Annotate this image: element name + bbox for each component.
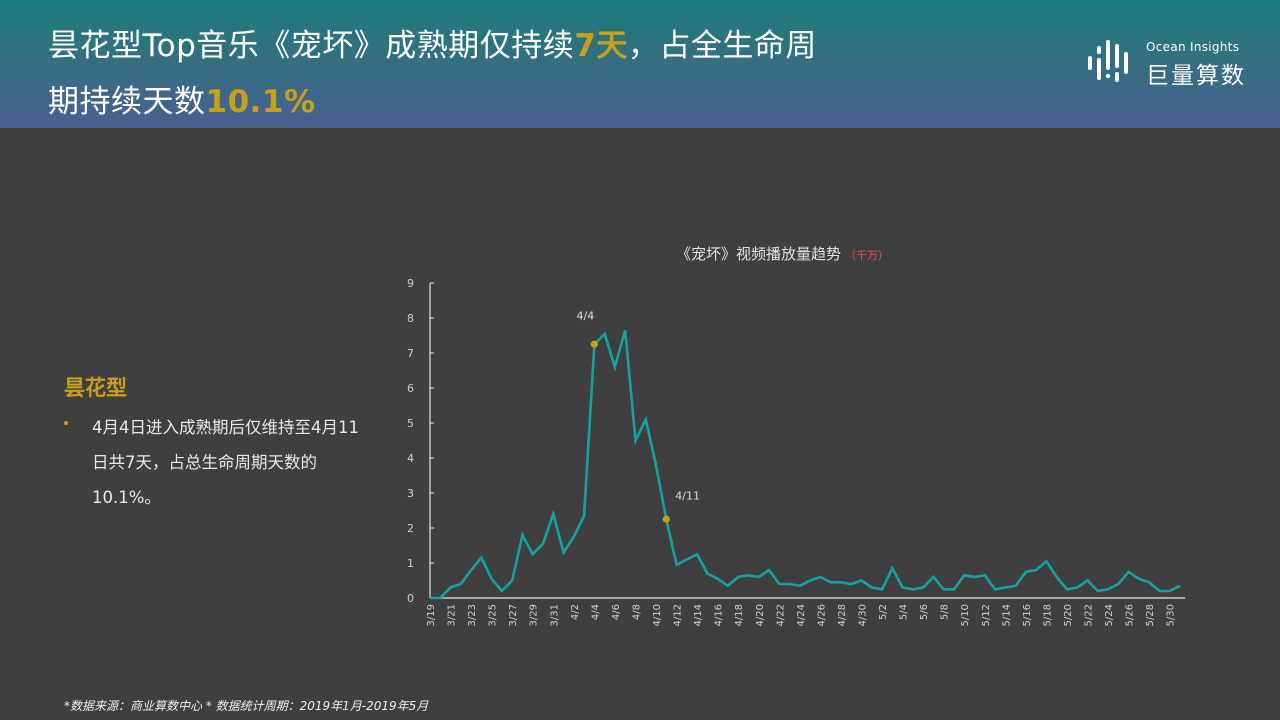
data-source-footnote: *数据来源：商业算数中心 * 数据统计周期：2019年1月-2019年5月 <box>64 699 429 713</box>
y-tick-label: 0 <box>407 592 414 605</box>
x-tick-label: 4/2 <box>570 604 581 620</box>
x-tick-label: 3/27 <box>508 604 519 626</box>
y-tick-label: 7 <box>407 347 414 360</box>
x-tick-label: 5/18 <box>1042 604 1053 626</box>
x-tick-label: 3/31 <box>549 604 560 626</box>
logo-chinese-text: 巨量算数 <box>1146 63 1246 89</box>
description-text: 4月4日进入成熟期后仅维持至4月11日共7天，占总生命周期天数的10.1%。 <box>92 418 359 507</box>
annotation-marker <box>590 340 598 348</box>
y-tick-label: 3 <box>407 487 414 500</box>
x-tick-label: 5/30 <box>1166 604 1177 626</box>
x-tick-label: 4/6 <box>611 604 622 620</box>
x-tick-label: 4/20 <box>755 604 766 626</box>
title-text: 期持续天数 <box>48 84 206 120</box>
x-tick-label: 5/2 <box>878 604 889 620</box>
x-tick-label: 4/8 <box>631 604 642 620</box>
x-tick-label: 4/24 <box>796 604 807 626</box>
y-tick-label: 4 <box>407 452 414 465</box>
x-tick-label: 4/28 <box>837 604 848 626</box>
x-tick-label: 5/6 <box>919 604 930 620</box>
x-tick-label: 4/16 <box>714 604 725 626</box>
x-tick-label: 5/8 <box>940 604 951 620</box>
x-tick-label: 5/12 <box>981 604 992 626</box>
y-tick-label: 8 <box>407 312 414 325</box>
x-tick-label: 5/26 <box>1125 604 1136 626</box>
x-tick-label: 4/12 <box>673 604 684 626</box>
y-tick-label: 9 <box>407 277 414 290</box>
title-highlight-days: 7天 <box>574 28 628 64</box>
x-tick-label: 3/23 <box>467 604 478 626</box>
x-tick-label: 4/18 <box>734 604 745 626</box>
bullet-dot-icon <box>64 421 68 425</box>
ocean-insights-logo-icon <box>1088 40 1128 82</box>
title-text: ，占全生命周 <box>627 28 817 64</box>
annotation-label: 4/11 <box>675 489 700 502</box>
y-tick-label: 2 <box>407 522 414 535</box>
header-banner: 昙花型Top音乐《宠坏》成熟期仅持续7天，占全生命周 期持续天数10.1% Oc… <box>0 0 1280 128</box>
x-tick-label: 5/14 <box>1001 604 1012 626</box>
x-tick-label: 3/25 <box>488 604 499 626</box>
data-line <box>430 329 1181 600</box>
page-title: 昙花型Top音乐《宠坏》成熟期仅持续7天，占全生命周 期持续天数10.1% <box>48 18 817 130</box>
x-tick-label: 5/22 <box>1084 604 1095 626</box>
logo-english-text: Ocean Insights <box>1146 40 1240 54</box>
x-tick-label: 4/4 <box>590 604 601 620</box>
chart-title-text: 《宠坏》视频播放量趋势 <box>676 245 842 263</box>
y-tick-label: 1 <box>407 557 414 570</box>
annotation-marker <box>662 515 670 523</box>
x-tick-label: 5/16 <box>1022 604 1033 626</box>
x-tick-label: 5/24 <box>1104 604 1115 626</box>
x-tick-label: 4/10 <box>652 604 663 626</box>
x-tick-label: 4/22 <box>775 604 786 626</box>
x-tick-label: 4/30 <box>858 604 869 626</box>
x-tick-label: 5/10 <box>960 604 971 626</box>
y-tick-label: 6 <box>407 382 414 395</box>
annotation-label: 4/4 <box>577 309 595 322</box>
chart-title: 《宠坏》视频播放量趋势 （千万） <box>676 243 889 264</box>
chart-unit: （千万） <box>845 249 890 262</box>
line-chart: 0 1 2 3 4 5 6 7 8 9 3/19 3/21 3/23 3/25 3/27 3/29 3/31 4/… <box>407 277 1185 626</box>
category-heading: 昙花型 <box>64 376 127 400</box>
x-tick-label: 3/21 <box>447 604 458 626</box>
x-tick-label: 5/4 <box>899 604 910 620</box>
x-tick-label: 3/29 <box>529 604 540 626</box>
x-tick-label: 5/28 <box>1145 604 1156 626</box>
x-tick-label: 5/20 <box>1063 604 1074 626</box>
brand-logo: Ocean Insights 巨量算数 <box>1086 36 1266 89</box>
y-tick-label: 5 <box>407 417 414 430</box>
x-tick-label: 4/26 <box>816 604 827 626</box>
title-text: 昙花型Top音乐《宠坏》成熟期仅持续 <box>48 28 575 64</box>
x-tick-label: 3/19 <box>426 604 437 626</box>
title-highlight-percent: 10.1% <box>205 84 316 120</box>
x-tick-label: 4/14 <box>693 604 704 626</box>
